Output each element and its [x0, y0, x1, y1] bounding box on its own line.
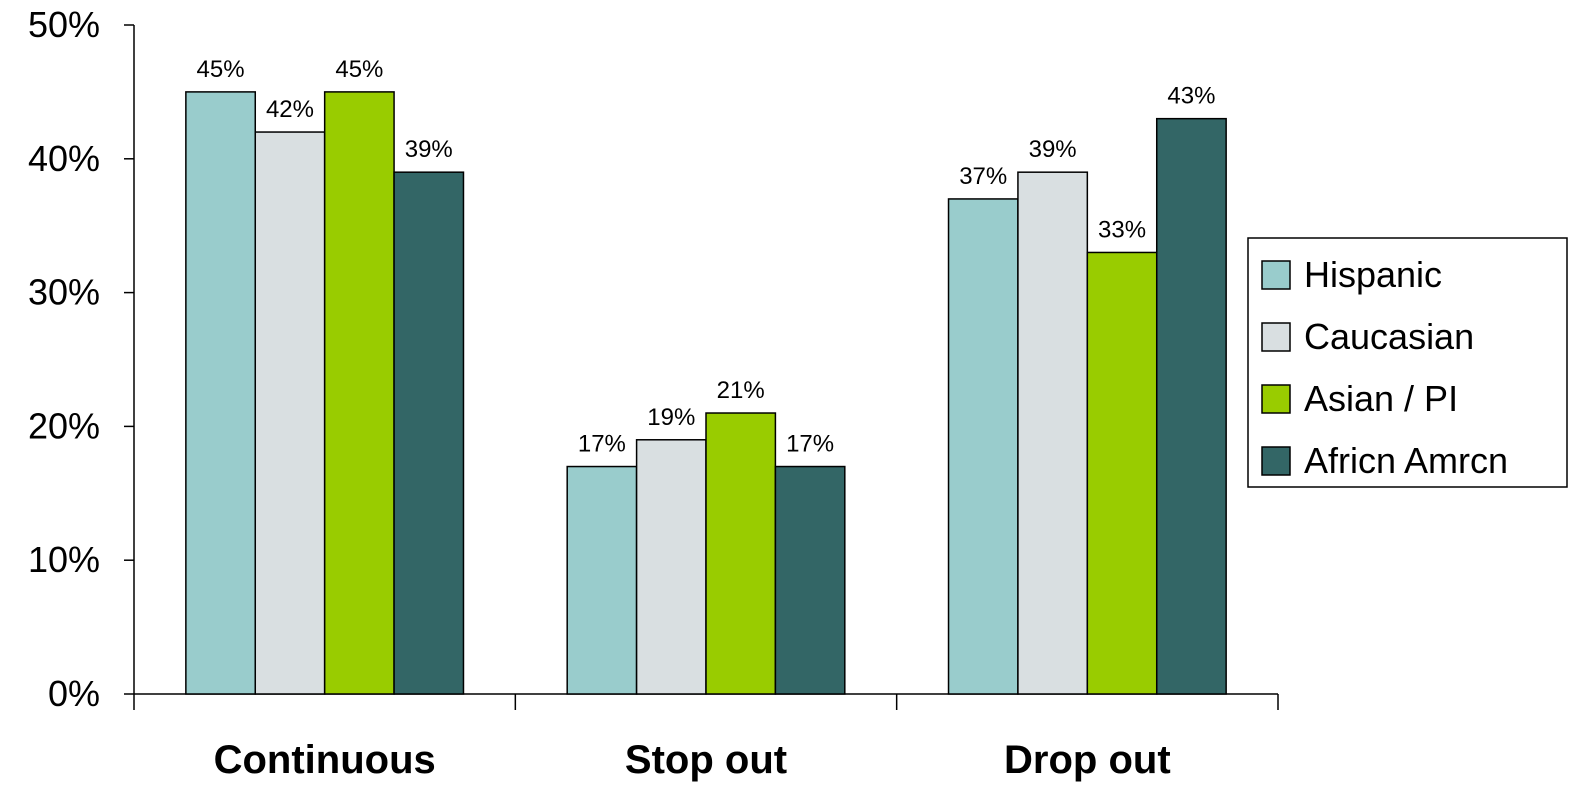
legend-swatch [1261, 446, 1291, 476]
data-label: 42% [266, 96, 314, 123]
y-tick-label: 20% [28, 405, 100, 446]
bar-hispanic-continuous [185, 91, 257, 695]
legend-box [1247, 237, 1568, 488]
data-label: 45% [335, 56, 383, 83]
data-label: 17% [786, 431, 834, 458]
bar-caucasian-continuous [254, 131, 326, 695]
bar-caucasian-drop-out [1017, 171, 1089, 695]
legend-label: Africn Amrcn [1304, 440, 1508, 481]
y-tick-label: 50% [28, 4, 100, 45]
bar-asian-pi-stop-out [705, 412, 777, 695]
data-label: 19% [647, 404, 695, 431]
category-label: Continuous [214, 738, 436, 782]
bar-caucasian-stop-out [635, 439, 707, 695]
bar-hispanic-drop-out [947, 198, 1019, 695]
y-tick-label: 10% [28, 539, 100, 580]
legend-swatch [1261, 384, 1291, 414]
data-label: 39% [1029, 136, 1077, 163]
y-tick-label: 0% [48, 673, 100, 714]
data-label: 21% [717, 377, 765, 404]
legend-label: Asian / PI [1304, 378, 1458, 419]
data-label: 43% [1167, 83, 1215, 110]
data-label: 45% [197, 56, 245, 83]
bar-asian-pi-continuous [323, 91, 395, 695]
data-labels: 45% 42% 45% 39% 17% 19% 21% 17% 37% 39% 33% 43% [197, 56, 1216, 458]
y-tick-label: 30% [28, 272, 100, 313]
data-label: 37% [959, 163, 1007, 190]
data-label: 39% [405, 136, 453, 163]
bar-africn-amrcn-drop-out [1155, 117, 1227, 695]
legend: Hispanic Caucasian Asian / PI Africn Amrcn [1247, 237, 1568, 488]
legend-label: Hispanic [1304, 254, 1442, 295]
legend-swatch [1261, 260, 1291, 290]
category-label: Stop out [625, 738, 787, 782]
y-tick-label: 40% [28, 138, 100, 179]
bar-asian-pi-drop-out [1086, 251, 1158, 695]
data-label: 17% [578, 431, 626, 458]
bar-africn-amrcn-continuous [393, 171, 465, 695]
data-label: 33% [1098, 216, 1146, 243]
legend-label: Caucasian [1304, 316, 1474, 357]
bar-hispanic-stop-out [566, 465, 638, 695]
x-axis: Continuous Stop out Drop out [133, 693, 1279, 782]
bar-africn-amrcn-stop-out [774, 465, 846, 695]
category-label: Drop out [1004, 738, 1171, 782]
y-axis: 0% 10% 20% 30% 40% 50% [28, 4, 135, 714]
bars [185, 91, 1227, 695]
legend-swatch [1261, 322, 1291, 352]
